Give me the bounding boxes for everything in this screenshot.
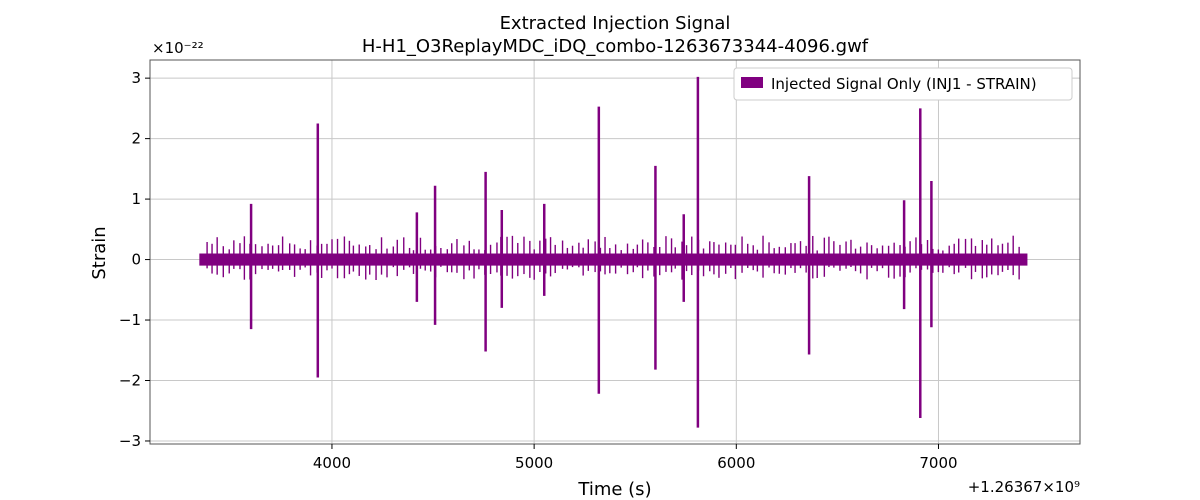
legend: Injected Signal Only (INJ1 - STRAIN)	[733, 67, 1073, 101]
x-axis-label: Time (s)	[577, 479, 651, 500]
signal-series	[199, 76, 1028, 428]
x-tick-label: 4000	[313, 454, 351, 472]
y-tick-label: 1	[131, 190, 141, 208]
legend-label: Injected Signal Only (INJ1 - STRAIN)	[771, 75, 1037, 93]
chart-subtitle: H-H1_O3ReplayMDC_iDQ_combo-1263673344-40…	[362, 36, 869, 57]
x-offset-label: +1.26367×10⁹	[968, 478, 1080, 496]
y-tick-label: −2	[119, 372, 141, 390]
plot-frame	[149, 59, 1081, 445]
chart-title: Extracted Injection Signal	[500, 13, 731, 34]
legend-box	[733, 67, 1073, 101]
y-axis-label: Strain	[89, 226, 110, 279]
signal-baseline	[199, 253, 1028, 266]
y-tick-label: 3	[131, 69, 141, 87]
y-tick-label: −3	[119, 432, 141, 450]
y-tick-label: 0	[131, 251, 141, 269]
x-tick-label: 6000	[717, 454, 755, 472]
y-scale-label: ×10⁻²²	[152, 39, 204, 57]
x-tick-label: 7000	[919, 454, 957, 472]
legend-swatch	[741, 77, 763, 88]
x-tick-label: 5000	[515, 454, 553, 472]
axis-ticks: 4000 5000 6000 7000 −3 −2 −1 0 1 2 3	[119, 69, 958, 472]
y-tick-label: −1	[119, 311, 141, 329]
y-tick-label: 2	[131, 130, 141, 148]
